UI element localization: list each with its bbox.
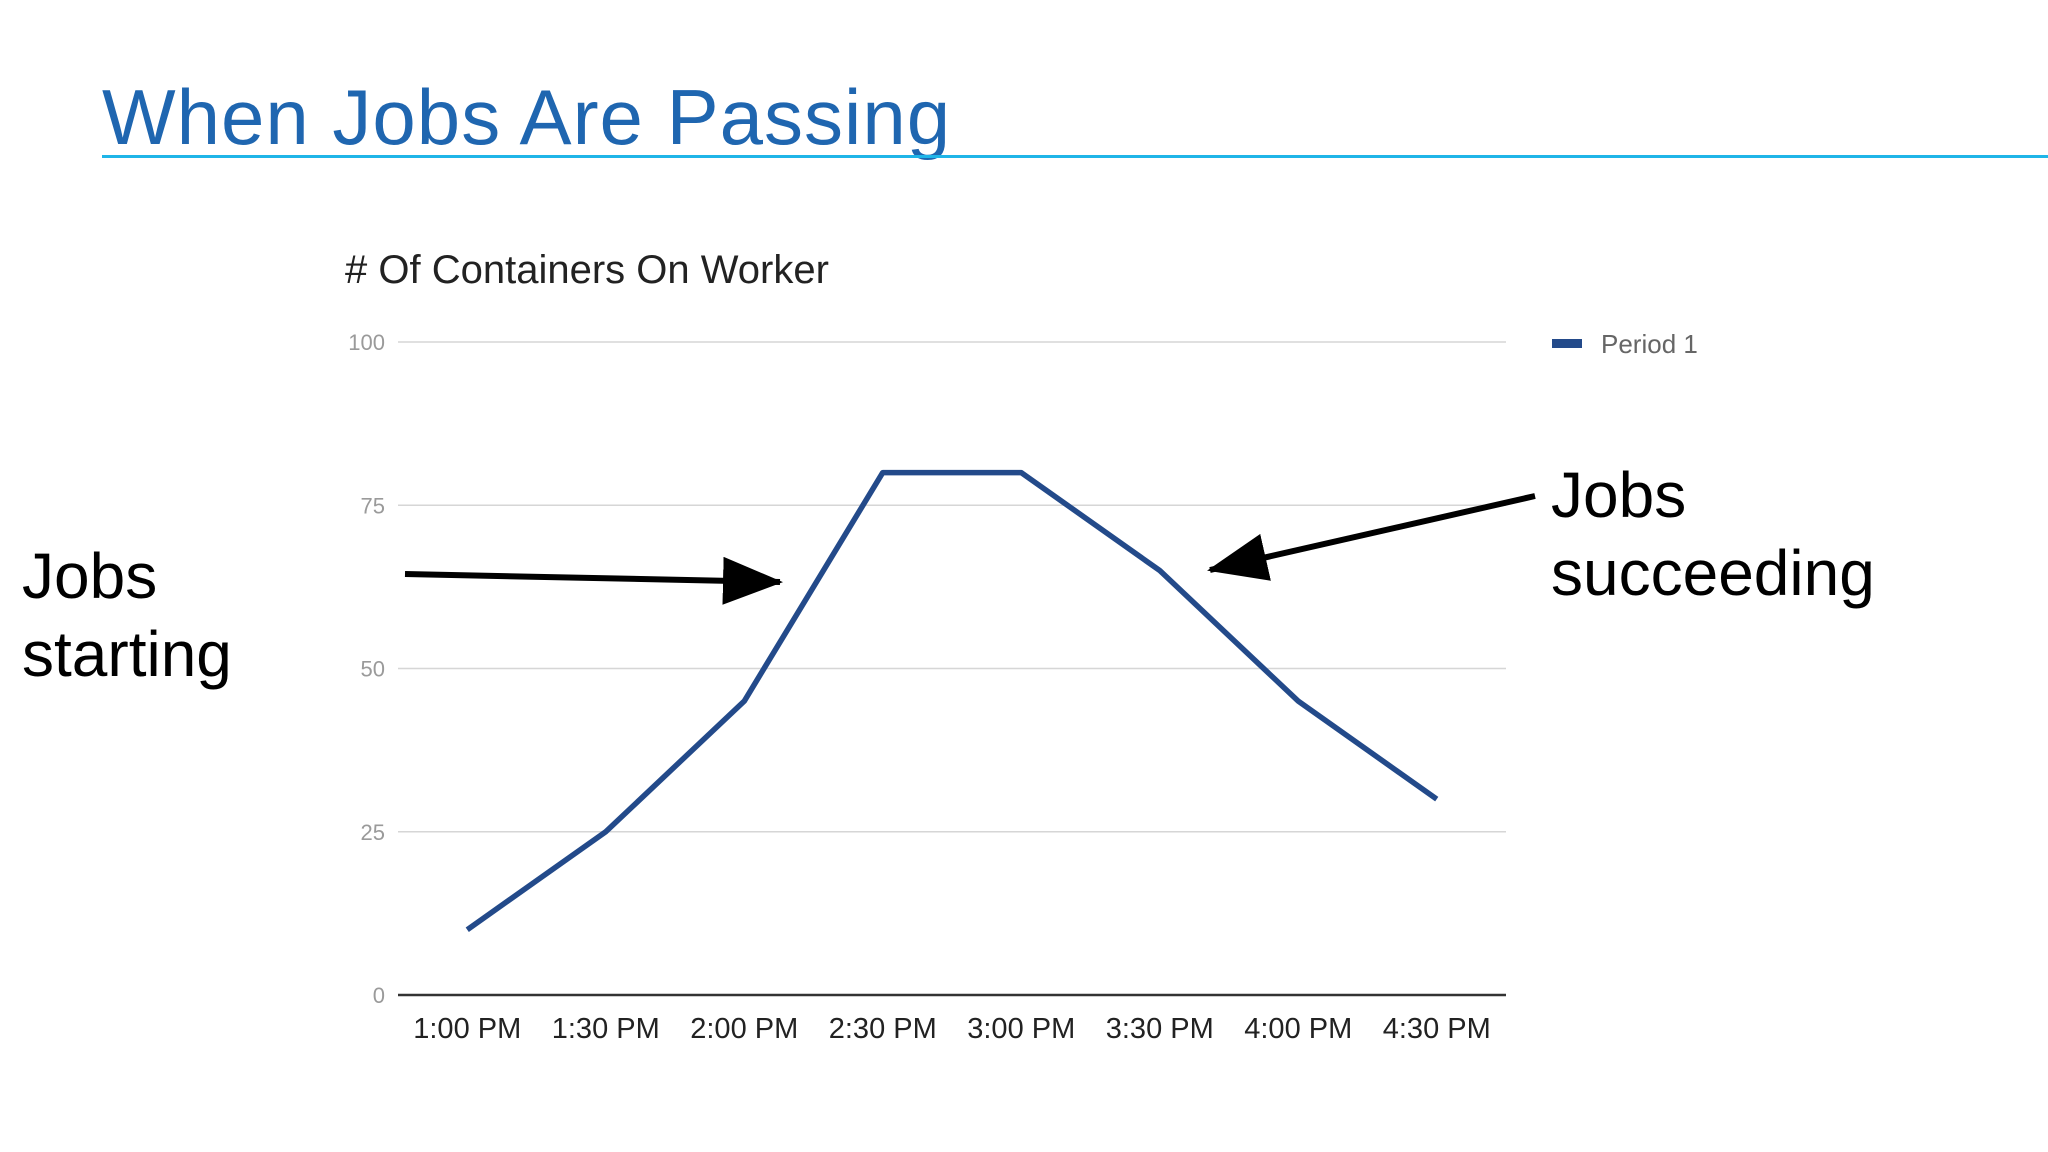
annotation-starting-line-2: starting [22,618,232,690]
svg-text:Jobs succeeding: Jobs succeeding [1551,459,1875,609]
y-tick-label: 75 [361,493,385,518]
title-underline [102,155,2048,158]
annotation-jobs-succeeding: Jobs succeeding [1207,459,1875,609]
x-tick-label: 1:00 PM [413,1013,521,1045]
y-tick-label: 0 [373,983,385,1008]
arrow-jobs-succeeding [1207,493,1536,581]
x-tick-label: 2:00 PM [690,1013,798,1045]
y-tick-label: 25 [361,820,385,845]
x-tick-label: 3:30 PM [1106,1013,1214,1045]
x-tick-label: 3:00 PM [967,1013,1075,1045]
annotation-starting-line-1: Jobs [22,540,157,612]
arrow-jobs-starting [404,556,783,605]
y-axis-ticks: 0 25 50 75 100 [348,330,385,1008]
gridlines [398,341,1506,997]
legend-swatch [1552,339,1582,348]
legend: Period 1 [1552,329,1698,359]
x-tick-label: 2:30 PM [829,1013,937,1045]
x-tick-label: 4:30 PM [1383,1013,1491,1045]
y-tick-label: 50 [361,657,385,682]
series-lines [465,469,1439,932]
annotation-succeeding-line-1: Jobs [1551,459,1686,531]
x-tick-label: 1:30 PM [552,1013,660,1045]
legend-label: Period 1 [1601,329,1698,359]
annotation-jobs-starting: Jobs starting [22,540,783,690]
chart-title: # Of Containers On Worker [345,248,829,292]
x-axis-ticks: 1:00 PM 1:30 PM 2:00 PM 2:30 PM 3:00 PM 3:30 … [413,1013,1491,1045]
slide-title: When Jobs Are Passing [102,73,952,161]
series-line [465,469,1439,932]
svg-text:Jobs starting: Jobs starting [22,540,232,690]
annotation-succeeding-line-2: succeeding [1551,537,1875,609]
y-tick-label: 100 [348,330,385,355]
x-tick-label: 4:00 PM [1244,1013,1352,1045]
